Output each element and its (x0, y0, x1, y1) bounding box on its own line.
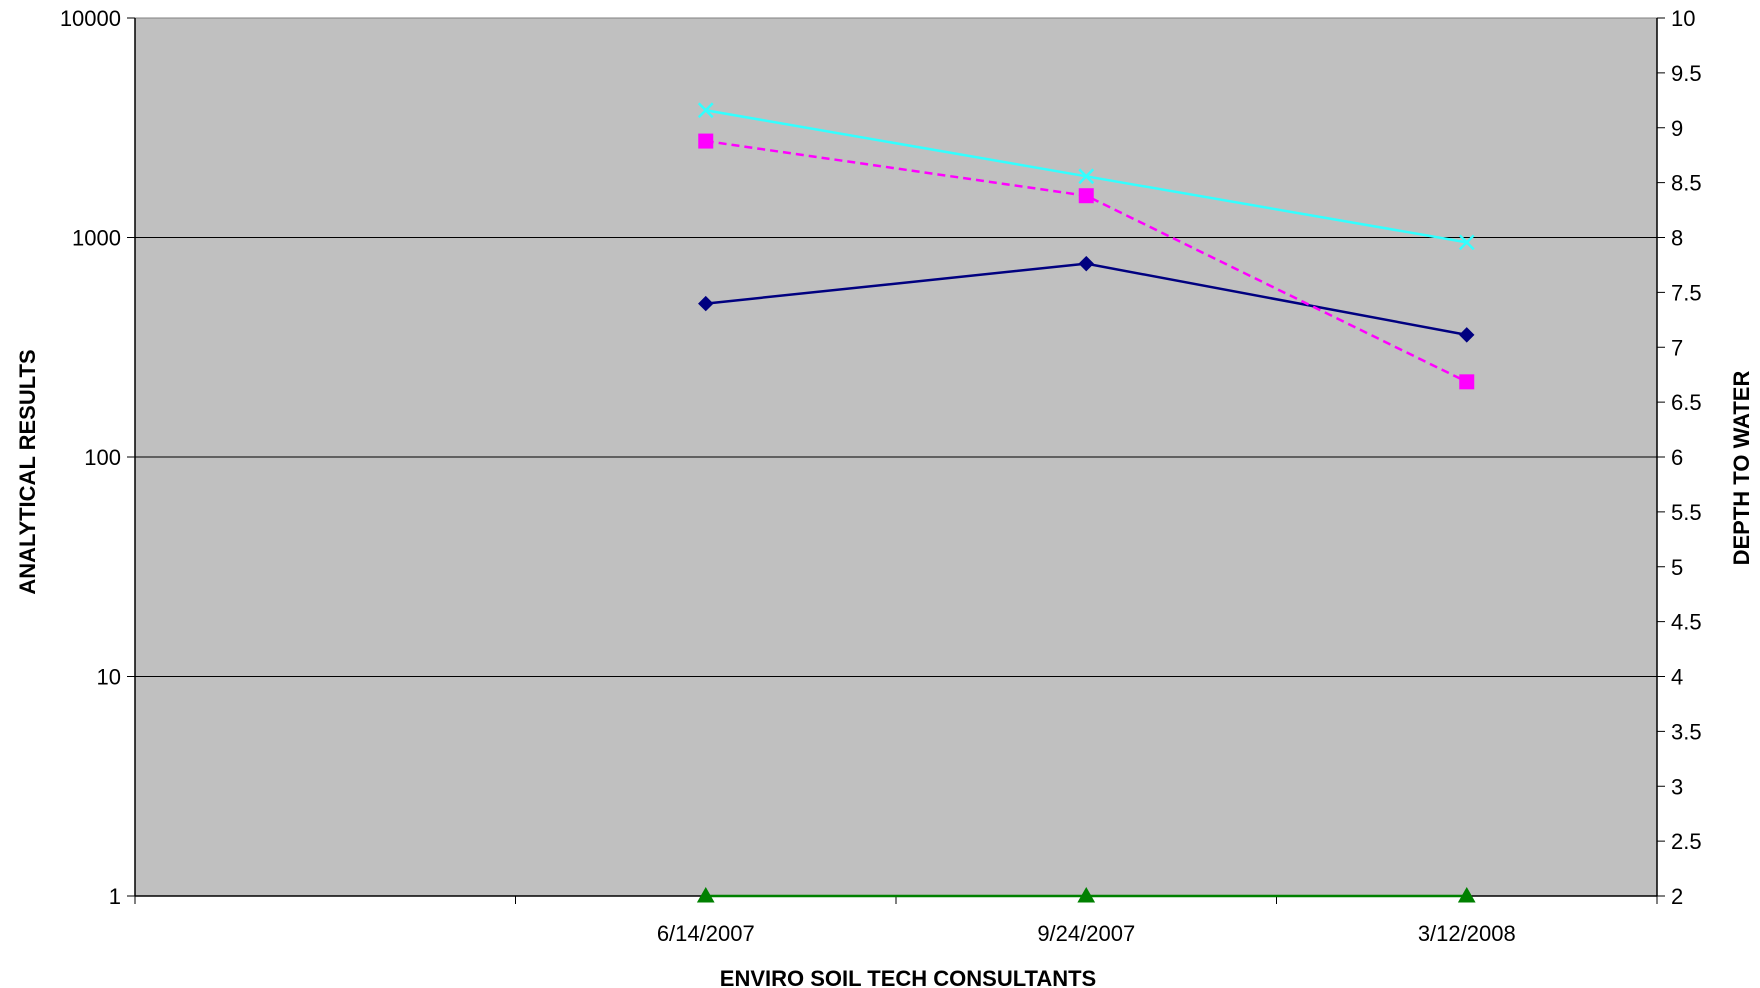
y2-tick-label: 7 (1671, 335, 1683, 360)
y2-tick-label: 2.5 (1671, 829, 1702, 854)
x-tick-label: 9/24/2007 (1037, 921, 1135, 946)
y2-tick-label: 6 (1671, 445, 1683, 470)
data-point (1457, 886, 1476, 903)
y-tick-label: 100 (84, 445, 121, 470)
data-point (1078, 168, 1095, 185)
x-tick-labels: 6/14/2007 9/24/2007 3/12/2008 (657, 921, 1516, 946)
y2-tick-label: 5.5 (1671, 500, 1702, 525)
y2-axis-title: DEPTH TO WATER (1729, 371, 1754, 566)
y2-tick-label: 5 (1671, 555, 1683, 580)
data-point-stroke (1078, 168, 1095, 185)
y2-tick-label: 10 (1671, 6, 1695, 31)
y-tick-labels: 1 10 100 1000 10000 (60, 6, 121, 909)
y-tick-label: 1 (109, 884, 121, 909)
y2-tick-label: 9 (1671, 116, 1683, 141)
x-axis-title: ENVIRO SOIL TECH CONSULTANTS (720, 966, 1096, 988)
y2-tick-labels: 2 2.5 3 3.5 4 4.5 5 5.5 6 6.5 7 7.5 8 8.5 9 9.5 10 (1671, 6, 1702, 909)
data-point (1077, 886, 1096, 903)
y2-tick-label: 8.5 (1671, 171, 1702, 196)
y-axis-title: ANALYTICAL RESULTS (15, 349, 40, 594)
y2-tick-label: 9.5 (1671, 61, 1702, 86)
series-group (696, 102, 1476, 903)
y2-tick-label: 3.5 (1671, 719, 1702, 744)
data-point (696, 886, 715, 903)
data-point (1078, 255, 1094, 272)
y2-tick-label: 7.5 (1671, 280, 1702, 305)
y2-tick-label: 4.5 (1671, 610, 1702, 635)
data-point (698, 133, 714, 149)
y2-tick-label: 2 (1671, 884, 1683, 909)
y-tick-label: 10 (97, 665, 121, 690)
data-point (1458, 234, 1475, 251)
data-point (1459, 327, 1475, 343)
y-tick-label: 10000 (60, 6, 121, 31)
y2-tick-label: 4 (1671, 665, 1683, 690)
x-tick-label: 6/14/2007 (657, 921, 755, 946)
data-point (698, 295, 714, 312)
y-tick-label: 1000 (72, 226, 121, 251)
data-point (1459, 374, 1475, 390)
y2-tick-label: 3 (1671, 774, 1683, 799)
y2-tick-label: 6.5 (1671, 390, 1702, 415)
x-tick-label: 3/12/2008 (1418, 921, 1516, 946)
data-point (1078, 188, 1094, 204)
data-point-stroke (1458, 234, 1475, 251)
data-point-stroke (697, 102, 714, 119)
gridlines (135, 237, 1657, 677)
data-point (697, 102, 714, 119)
y2-tick-label: 8 (1671, 226, 1683, 251)
